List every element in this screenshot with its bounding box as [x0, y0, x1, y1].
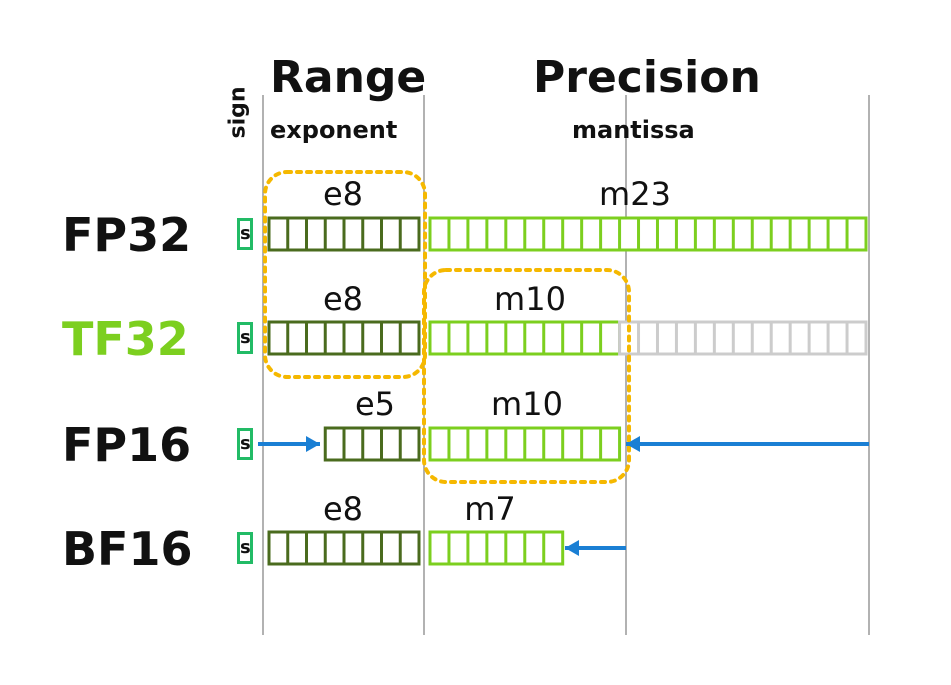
format-label-fp32: FP32 — [62, 208, 192, 262]
exponent-bits-fp16-box — [323, 426, 421, 462]
mantissa-bits-bf16-box — [428, 530, 565, 566]
exponent-subheader: exponent — [270, 116, 398, 144]
sign-bit-bf16: s — [237, 532, 253, 564]
sign-bit-fp32: s — [237, 218, 253, 250]
range-highlight-region — [263, 170, 427, 379]
precision-highlight-region — [422, 268, 631, 484]
exp-label-tf32: e8 — [322, 280, 364, 318]
man-label-bf16: m7 — [464, 490, 516, 528]
mantissa-subheader: mantissa — [572, 116, 695, 144]
mantissa-bits-fp32-box — [428, 216, 868, 252]
format-label-bf16: BF16 — [62, 522, 193, 576]
exp-label-bf16: e8 — [322, 490, 364, 528]
sign-header: sign — [225, 86, 251, 139]
sign-bit-tf32: s — [237, 322, 253, 354]
man-label-tf32: m10 — [494, 280, 566, 318]
exp-label-fp32: e8 — [322, 175, 364, 213]
unused-bits-tf32-box — [618, 320, 868, 356]
format-label-tf32: TF32 — [62, 312, 189, 366]
precision-header: Precision — [533, 52, 761, 103]
bf16-mantissa-shrink-arrow-head — [565, 540, 579, 556]
format-label-fp16: FP16 — [62, 418, 192, 472]
sign-bit-fp16: s — [237, 428, 253, 460]
fp16-exponent-shrink-arrow-head — [306, 436, 320, 452]
range-header: Range — [270, 52, 427, 103]
exp-label-fp16: e5 — [354, 385, 396, 423]
man-label-fp32: m23 — [599, 175, 671, 213]
fp16-mantissa-shrink-arrow-head — [626, 436, 640, 452]
man-label-fp16: m10 — [491, 385, 563, 423]
